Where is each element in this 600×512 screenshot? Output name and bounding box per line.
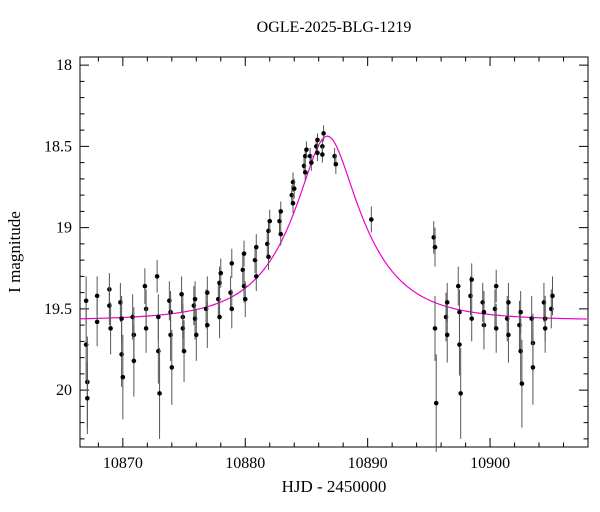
data-point (278, 231, 284, 237)
data-point (157, 391, 162, 396)
axis-ticks (80, 57, 589, 447)
data-point (493, 283, 499, 289)
data-point (444, 332, 450, 338)
data-point (518, 309, 523, 315)
y-tick-label: 19 (56, 220, 72, 237)
data-point (290, 200, 296, 206)
data-point (193, 332, 199, 338)
data-point (457, 309, 462, 315)
x-tick-label: 10870 (103, 455, 143, 472)
y-tick-label: 18.5 (44, 138, 72, 155)
y-tick-label: 20 (56, 382, 72, 399)
data-point (229, 261, 235, 266)
data-point (469, 316, 475, 321)
data-point (179, 291, 184, 297)
data-point (154, 274, 160, 279)
data-point (218, 270, 224, 276)
data-point (519, 381, 525, 386)
axes-frame (79, 56, 589, 448)
x-tick-label: 10900 (470, 455, 510, 472)
data-point (119, 316, 124, 321)
data-point (181, 348, 187, 354)
data-point (120, 374, 126, 380)
data-point (253, 274, 259, 279)
data-point (217, 314, 222, 320)
data-point (506, 300, 511, 305)
data-point (432, 244, 438, 250)
data-point (481, 309, 487, 315)
data-point (320, 152, 325, 157)
data-point (469, 277, 475, 282)
data-point (131, 358, 137, 364)
data-point (192, 296, 198, 302)
data-point (94, 319, 100, 325)
data-point (108, 326, 113, 331)
data-point (458, 391, 463, 396)
y-tick-label: 19.5 (44, 301, 72, 318)
data-point (143, 326, 149, 331)
x-tick-label: 10890 (348, 455, 388, 472)
data-point (266, 254, 271, 260)
data-point (229, 306, 235, 312)
data-point (205, 322, 210, 328)
data-point (205, 290, 210, 295)
data-point (278, 209, 284, 214)
data-point (493, 326, 499, 331)
data-point (369, 217, 374, 222)
data-point (309, 160, 314, 165)
y-tick-label: 18 (56, 57, 72, 74)
data-point (432, 326, 438, 331)
data-point (433, 400, 439, 406)
data-point (315, 150, 320, 156)
data-point (506, 332, 511, 338)
data-point (83, 298, 89, 304)
data-point (291, 186, 297, 191)
data-point (169, 365, 175, 370)
data-point (542, 326, 548, 331)
data-point (253, 244, 259, 250)
data-point (304, 147, 309, 152)
model-curve (79, 135, 587, 320)
data-point (444, 300, 450, 305)
data-point (241, 251, 247, 256)
data-point (333, 161, 339, 167)
data-point (302, 170, 308, 175)
data-point (455, 283, 461, 289)
data-point (321, 131, 326, 136)
data-point (267, 218, 273, 224)
data-point (530, 365, 536, 370)
data-point (315, 137, 320, 143)
data-point (142, 283, 148, 289)
data-points (83, 125, 555, 452)
data-point (156, 314, 161, 320)
data-point (94, 293, 100, 299)
data-point (457, 342, 462, 347)
data-point (550, 293, 555, 299)
plot-title: OGLE-2025-BLG-1219 (257, 19, 412, 36)
data-point (242, 296, 248, 302)
axis-tick-labels: 10870 10880 10890 10900 18 18.5 19 19.5 20 (44, 57, 510, 472)
x-tick-label: 10880 (225, 455, 265, 472)
data-point (85, 395, 90, 401)
y-axis-label: I magnitude (5, 211, 24, 293)
x-axis-label: HJD - 2450000 (282, 477, 387, 496)
